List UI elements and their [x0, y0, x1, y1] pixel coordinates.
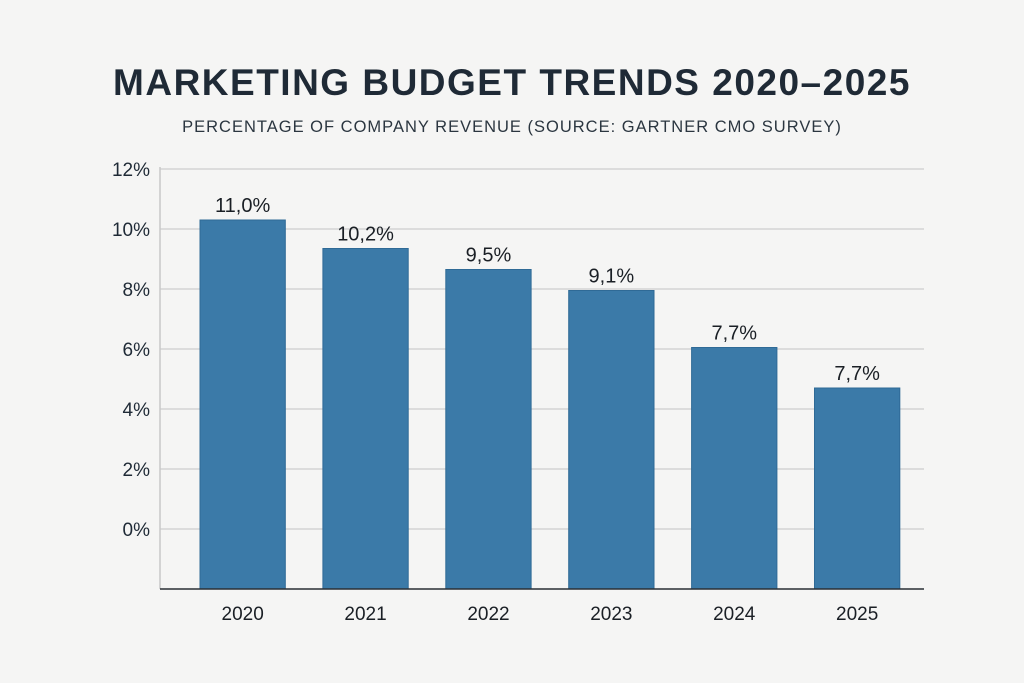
- x-tick-label: 2025: [836, 604, 878, 625]
- data-labels: 11,0% 10,2% 9,5% 9,1% 7,7% 7,7%: [215, 195, 880, 385]
- axes: [159, 167, 924, 590]
- y-tick-label: 8%: [123, 280, 151, 301]
- chart-subtitle: PERCENTAGE OF COMPANY REVENUE (SOURCE: G…: [182, 118, 842, 136]
- chart-title: MARKETING BUDGET TRENDS 2020–2025: [113, 62, 911, 103]
- x-tick-label: 2021: [344, 604, 386, 625]
- y-tick-label: 12%: [112, 160, 150, 181]
- bar: [199, 219, 286, 590]
- y-tick-label: 10%: [112, 220, 150, 241]
- data-label: 9,5%: [466, 245, 512, 267]
- data-label: 10,2%: [337, 224, 394, 246]
- data-label: 7,7%: [834, 363, 880, 385]
- bar: [322, 248, 409, 590]
- y-tick-labels: 0% 2% 4% 6% 8% 10% 12%: [112, 160, 150, 541]
- data-label: 9,1%: [589, 266, 635, 288]
- bar: [814, 387, 901, 590]
- x-tick-label: 2022: [467, 604, 509, 625]
- bar: [445, 269, 532, 590]
- bar: [568, 290, 655, 590]
- y-tick-label: 0%: [123, 520, 151, 541]
- data-label: 7,7%: [711, 323, 757, 345]
- bar: [691, 347, 778, 590]
- x-tick-labels: 2020 2021 2022 2023 2024 2025: [222, 604, 879, 625]
- y-tick-label: 6%: [123, 340, 151, 361]
- bars: [199, 219, 901, 590]
- x-tick-label: 2023: [590, 604, 632, 625]
- gridlines: [160, 168, 924, 530]
- x-tick-label: 2020: [222, 604, 264, 625]
- x-tick-label: 2024: [713, 604, 756, 625]
- y-tick-label: 4%: [123, 400, 151, 421]
- data-label: 11,0%: [215, 195, 270, 217]
- y-tick-label: 2%: [123, 460, 151, 481]
